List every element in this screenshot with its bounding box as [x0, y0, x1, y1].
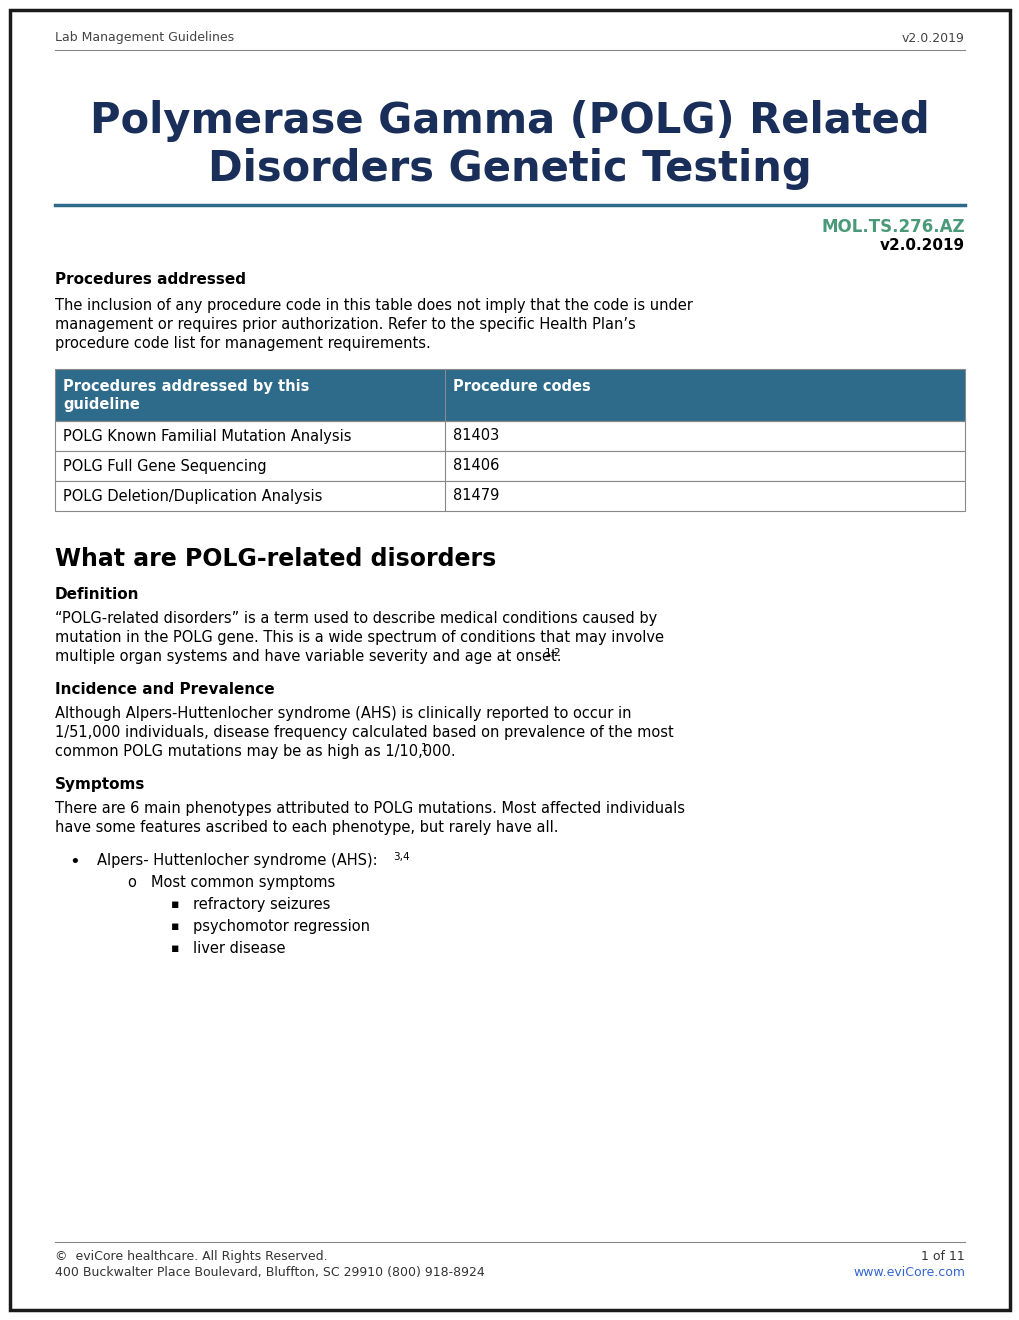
Text: What are POLG-related disorders: What are POLG-related disorders — [55, 546, 496, 572]
Text: POLG Deletion/Duplication Analysis: POLG Deletion/Duplication Analysis — [63, 488, 322, 503]
Text: o: o — [127, 875, 136, 890]
Text: There are 6 main phenotypes attributed to POLG mutations. Most affected individu: There are 6 main phenotypes attributed t… — [55, 801, 685, 816]
Text: Incidence and Prevalence: Incidence and Prevalence — [55, 682, 274, 697]
Text: procedure code list for management requirements.: procedure code list for management requi… — [55, 337, 430, 351]
Text: ▪: ▪ — [171, 942, 179, 954]
Text: 81479: 81479 — [452, 488, 499, 503]
Text: Definition: Definition — [55, 587, 140, 602]
Text: POLG Full Gene Sequencing: POLG Full Gene Sequencing — [63, 458, 266, 474]
Text: management or requires prior authorization. Refer to the specific Health Plan’s: management or requires prior authorizati… — [55, 317, 635, 333]
Text: www.eviCore.com: www.eviCore.com — [852, 1266, 964, 1279]
Text: Symptoms: Symptoms — [55, 777, 146, 792]
Text: psychomotor regression: psychomotor regression — [193, 919, 370, 935]
Text: Lab Management Guidelines: Lab Management Guidelines — [55, 32, 234, 45]
Text: guideline: guideline — [63, 397, 140, 412]
Text: 400 Buckwalter Place Boulevard, Bluffton, SC 29910 (800) 918-8924: 400 Buckwalter Place Boulevard, Bluffton… — [55, 1266, 484, 1279]
Text: 3,4: 3,4 — [392, 851, 410, 862]
Text: liver disease: liver disease — [193, 941, 285, 956]
Text: 1: 1 — [421, 743, 427, 752]
Text: Polymerase Gamma (POLG) Related: Polymerase Gamma (POLG) Related — [90, 100, 929, 143]
Text: ▪: ▪ — [171, 920, 179, 933]
Text: POLG Known Familial Mutation Analysis: POLG Known Familial Mutation Analysis — [63, 429, 352, 444]
Text: have some features ascribed to each phenotype, but rarely have all.: have some features ascribed to each phen… — [55, 820, 558, 836]
Text: 1/51,000 individuals, disease frequency calculated based on prevalence of the mo: 1/51,000 individuals, disease frequency … — [55, 725, 674, 741]
Text: “POLG-related disorders” is a term used to describe medical conditions caused by: “POLG-related disorders” is a term used … — [55, 611, 656, 626]
Bar — [55, 480, 964, 511]
Text: mutation in the POLG gene. This is a wide spectrum of conditions that may involv: mutation in the POLG gene. This is a wid… — [55, 630, 663, 645]
Text: ©  eviCore healthcare. All Rights Reserved.: © eviCore healthcare. All Rights Reserve… — [55, 1250, 327, 1263]
Text: MOL.TS.276.AZ: MOL.TS.276.AZ — [820, 218, 964, 236]
Text: v2.0.2019: v2.0.2019 — [879, 238, 964, 253]
Bar — [55, 370, 964, 421]
Text: Procedures addressed by this: Procedures addressed by this — [63, 379, 309, 393]
Text: 81406: 81406 — [452, 458, 499, 474]
Text: multiple organ systems and have variable severity and age at onset.: multiple organ systems and have variable… — [55, 649, 560, 664]
Text: Alpers- Huttenlocher syndrome (AHS):: Alpers- Huttenlocher syndrome (AHS): — [97, 853, 377, 869]
Text: Procedure codes: Procedure codes — [452, 379, 590, 393]
Text: Disorders Genetic Testing: Disorders Genetic Testing — [208, 148, 811, 190]
Text: refractory seizures: refractory seizures — [193, 898, 330, 912]
Text: 81403: 81403 — [452, 429, 498, 444]
Text: •: • — [69, 853, 79, 871]
Text: v2.0.2019: v2.0.2019 — [901, 32, 964, 45]
Bar — [55, 451, 964, 480]
Text: ▪: ▪ — [171, 898, 179, 911]
Text: Although Alpers-Huttenlocher syndrome (AHS) is clinically reported to occur in: Although Alpers-Huttenlocher syndrome (A… — [55, 706, 631, 721]
Bar — [55, 370, 964, 421]
Text: 1,2: 1,2 — [544, 648, 561, 657]
Text: common POLG mutations may be as high as 1/10,000.: common POLG mutations may be as high as … — [55, 744, 455, 759]
Text: Most common symptoms: Most common symptoms — [151, 875, 335, 890]
Text: Procedures addressed: Procedures addressed — [55, 272, 246, 286]
Text: 1 of 11: 1 of 11 — [920, 1250, 964, 1263]
Bar — [55, 421, 964, 451]
Text: The inclusion of any procedure code in this table does not imply that the code i: The inclusion of any procedure code in t… — [55, 298, 692, 313]
